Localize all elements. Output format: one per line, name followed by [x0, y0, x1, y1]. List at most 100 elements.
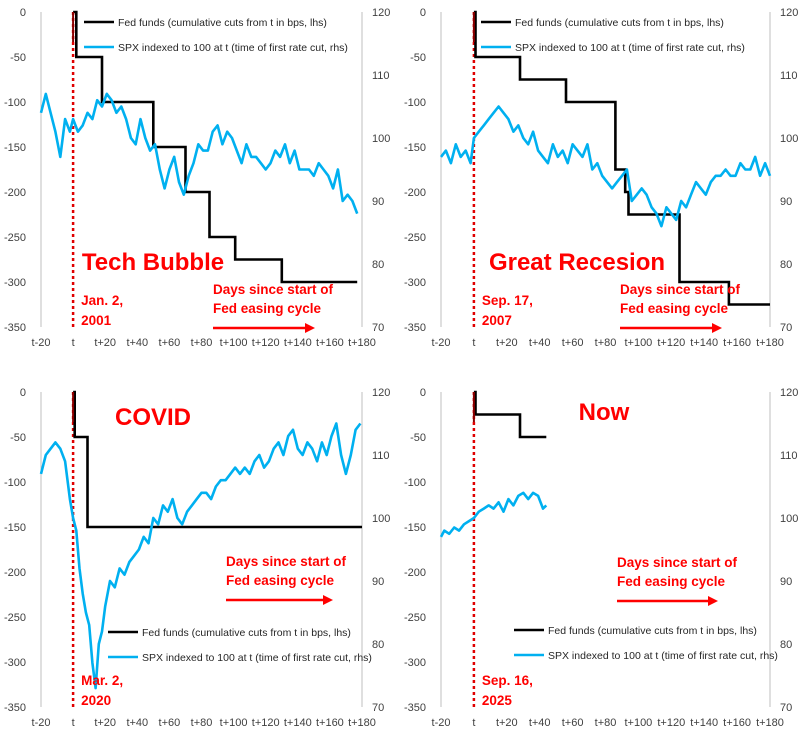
legend-fed-label: Fed funds (cumulative cuts from t in bps… — [118, 17, 327, 29]
left-tick-label: -100 — [404, 477, 426, 489]
annotation-line1: Days since start of — [213, 282, 334, 297]
x-tick-label: t-20 — [432, 337, 451, 349]
annotation-line2: Fed easing cycle — [213, 301, 322, 316]
x-tick-label: t+100 — [220, 337, 248, 349]
spx-series-line — [39, 92, 359, 215]
spx-series-line — [39, 422, 362, 690]
x-tick-label: t — [72, 717, 75, 729]
x-tick-label: t+120 — [252, 337, 280, 349]
x-tick-label: t+60 — [159, 337, 181, 349]
spx-series-line — [439, 491, 548, 538]
right-tick-label: 80 — [780, 639, 792, 651]
panel-title: Now — [579, 399, 630, 426]
spx-series-line — [439, 105, 772, 228]
legend: Fed funds (cumulative cuts from t in bps… — [84, 17, 348, 54]
x-tick-label: t+20 — [496, 717, 518, 729]
x-tick-label: t+160 — [316, 337, 344, 349]
right-tick-label: 90 — [372, 196, 384, 208]
fed-funds-series-line — [473, 390, 547, 439]
x-tick-label: t — [72, 337, 75, 349]
annotation-line2: Fed easing cycle — [620, 301, 729, 316]
left-tick-label: -300 — [404, 277, 426, 289]
right-tick-label: 120 — [372, 7, 390, 19]
x-tick-label: t+120 — [252, 717, 280, 729]
x-tick-label: t+100 — [220, 717, 248, 729]
arrow-head — [323, 595, 333, 605]
left-tick-label: -100 — [4, 97, 26, 109]
date-label-line2: 2020 — [81, 693, 111, 708]
annotation-line2: Fed easing cycle — [226, 573, 335, 588]
x-tick-label: t+180 — [756, 337, 784, 349]
legend-fed-label: Fed funds (cumulative cuts from t in bps… — [142, 627, 351, 639]
date-label-line1: Sep. 17, — [482, 293, 533, 308]
right-tick-label: 100 — [372, 133, 390, 145]
arrow-head — [305, 323, 315, 333]
x-tick-label: t+60 — [562, 337, 584, 349]
legend-spx-label: SPX indexed to 100 at t (time of first r… — [548, 650, 778, 662]
panel-title: Tech Bubble — [82, 249, 224, 276]
left-tick-label: -300 — [4, 657, 26, 669]
left-tick-label: -250 — [404, 232, 426, 244]
x-tick-label: t+100 — [624, 717, 652, 729]
legend: Fed funds (cumulative cuts from t in bps… — [481, 17, 745, 54]
left-tick-label: 0 — [420, 387, 426, 399]
x-tick-label: t+40 — [126, 717, 148, 729]
date-label-line1: Jan. 2, — [81, 293, 123, 308]
left-tick-label: -50 — [410, 52, 426, 64]
date-label-line2: 2001 — [81, 313, 112, 328]
x-tick-label: t+180 — [756, 717, 784, 729]
annotation-line1: Days since start of — [226, 554, 347, 569]
legend-spx-label: SPX indexed to 100 at t (time of first r… — [142, 652, 372, 664]
right-tick-label: 70 — [780, 322, 792, 334]
left-tick-label: -200 — [404, 567, 426, 579]
x-tick-label: t+20 — [94, 717, 116, 729]
right-tick-label: 120 — [780, 7, 798, 19]
chart-panel-2: 0 -50 -100 -150 -200 -250 -300 -350 120 110 100 90 8… — [404, 7, 798, 349]
legend: Fed funds (cumulative cuts from t in bps… — [108, 627, 372, 664]
panel-title: COVID — [115, 404, 191, 431]
chart-panel-4: 0 -50 -100 -150 -200 -250 -300 -350 120 110 100 90 8… — [404, 387, 798, 729]
legend-fed-label: Fed funds (cumulative cuts from t in bps… — [515, 17, 724, 29]
x-tick-label: t+140 — [690, 717, 718, 729]
left-tick-label: -50 — [10, 432, 26, 444]
left-tick-label: -200 — [404, 187, 426, 199]
left-tick-label: 0 — [420, 7, 426, 19]
right-tick-label: 80 — [780, 259, 792, 271]
chart-panel-1: 0 -50 -100 -150 -200 -250 -300 -350 120 110 100 90 8… — [4, 7, 390, 349]
left-tick-label: -100 — [4, 477, 26, 489]
date-label-line2: 2025 — [482, 693, 513, 708]
left-tick-label: -350 — [4, 702, 26, 714]
date-label-line1: Sep. 16, — [482, 673, 533, 688]
right-tick-label: 120 — [780, 387, 798, 399]
x-tick-label: t+160 — [316, 717, 344, 729]
arrow-head — [712, 323, 722, 333]
date-label-line2: 2007 — [482, 313, 512, 328]
x-tick-label: t+80 — [191, 717, 213, 729]
x-tick-label: t — [472, 717, 475, 729]
left-tick-label: -350 — [404, 322, 426, 334]
right-tick-label: 70 — [780, 702, 792, 714]
left-tick-label: -100 — [404, 97, 426, 109]
right-tick-label: 110 — [372, 70, 390, 82]
right-tick-label: 110 — [372, 450, 390, 462]
x-tick-label: t+160 — [723, 337, 751, 349]
x-tick-label: t+40 — [126, 337, 148, 349]
x-tick-label: t+20 — [94, 337, 116, 349]
right-tick-label: 70 — [372, 322, 384, 334]
x-tick-label: t+80 — [191, 337, 213, 349]
x-tick-label: t+80 — [595, 717, 617, 729]
left-tick-label: -150 — [404, 142, 426, 154]
x-tick-label: t-20 — [32, 337, 51, 349]
left-tick-label: 0 — [20, 7, 26, 19]
left-tick-label: -200 — [4, 187, 26, 199]
fed-funds-series-line — [73, 390, 362, 529]
legend-spx-label: SPX indexed to 100 at t (time of first r… — [118, 42, 348, 54]
left-tick-label: -150 — [4, 522, 26, 534]
date-label-line1: Mar. 2, — [81, 673, 123, 688]
x-tick-label: t+100 — [624, 337, 652, 349]
chart-panel-3: 0 -50 -100 -150 -200 -250 -300 -350 120 110 100 90 8… — [4, 387, 390, 729]
annotation-line2: Fed easing cycle — [617, 574, 726, 589]
legend: Fed funds (cumulative cuts from t in bps… — [514, 625, 778, 662]
left-tick-label: -150 — [404, 522, 426, 534]
